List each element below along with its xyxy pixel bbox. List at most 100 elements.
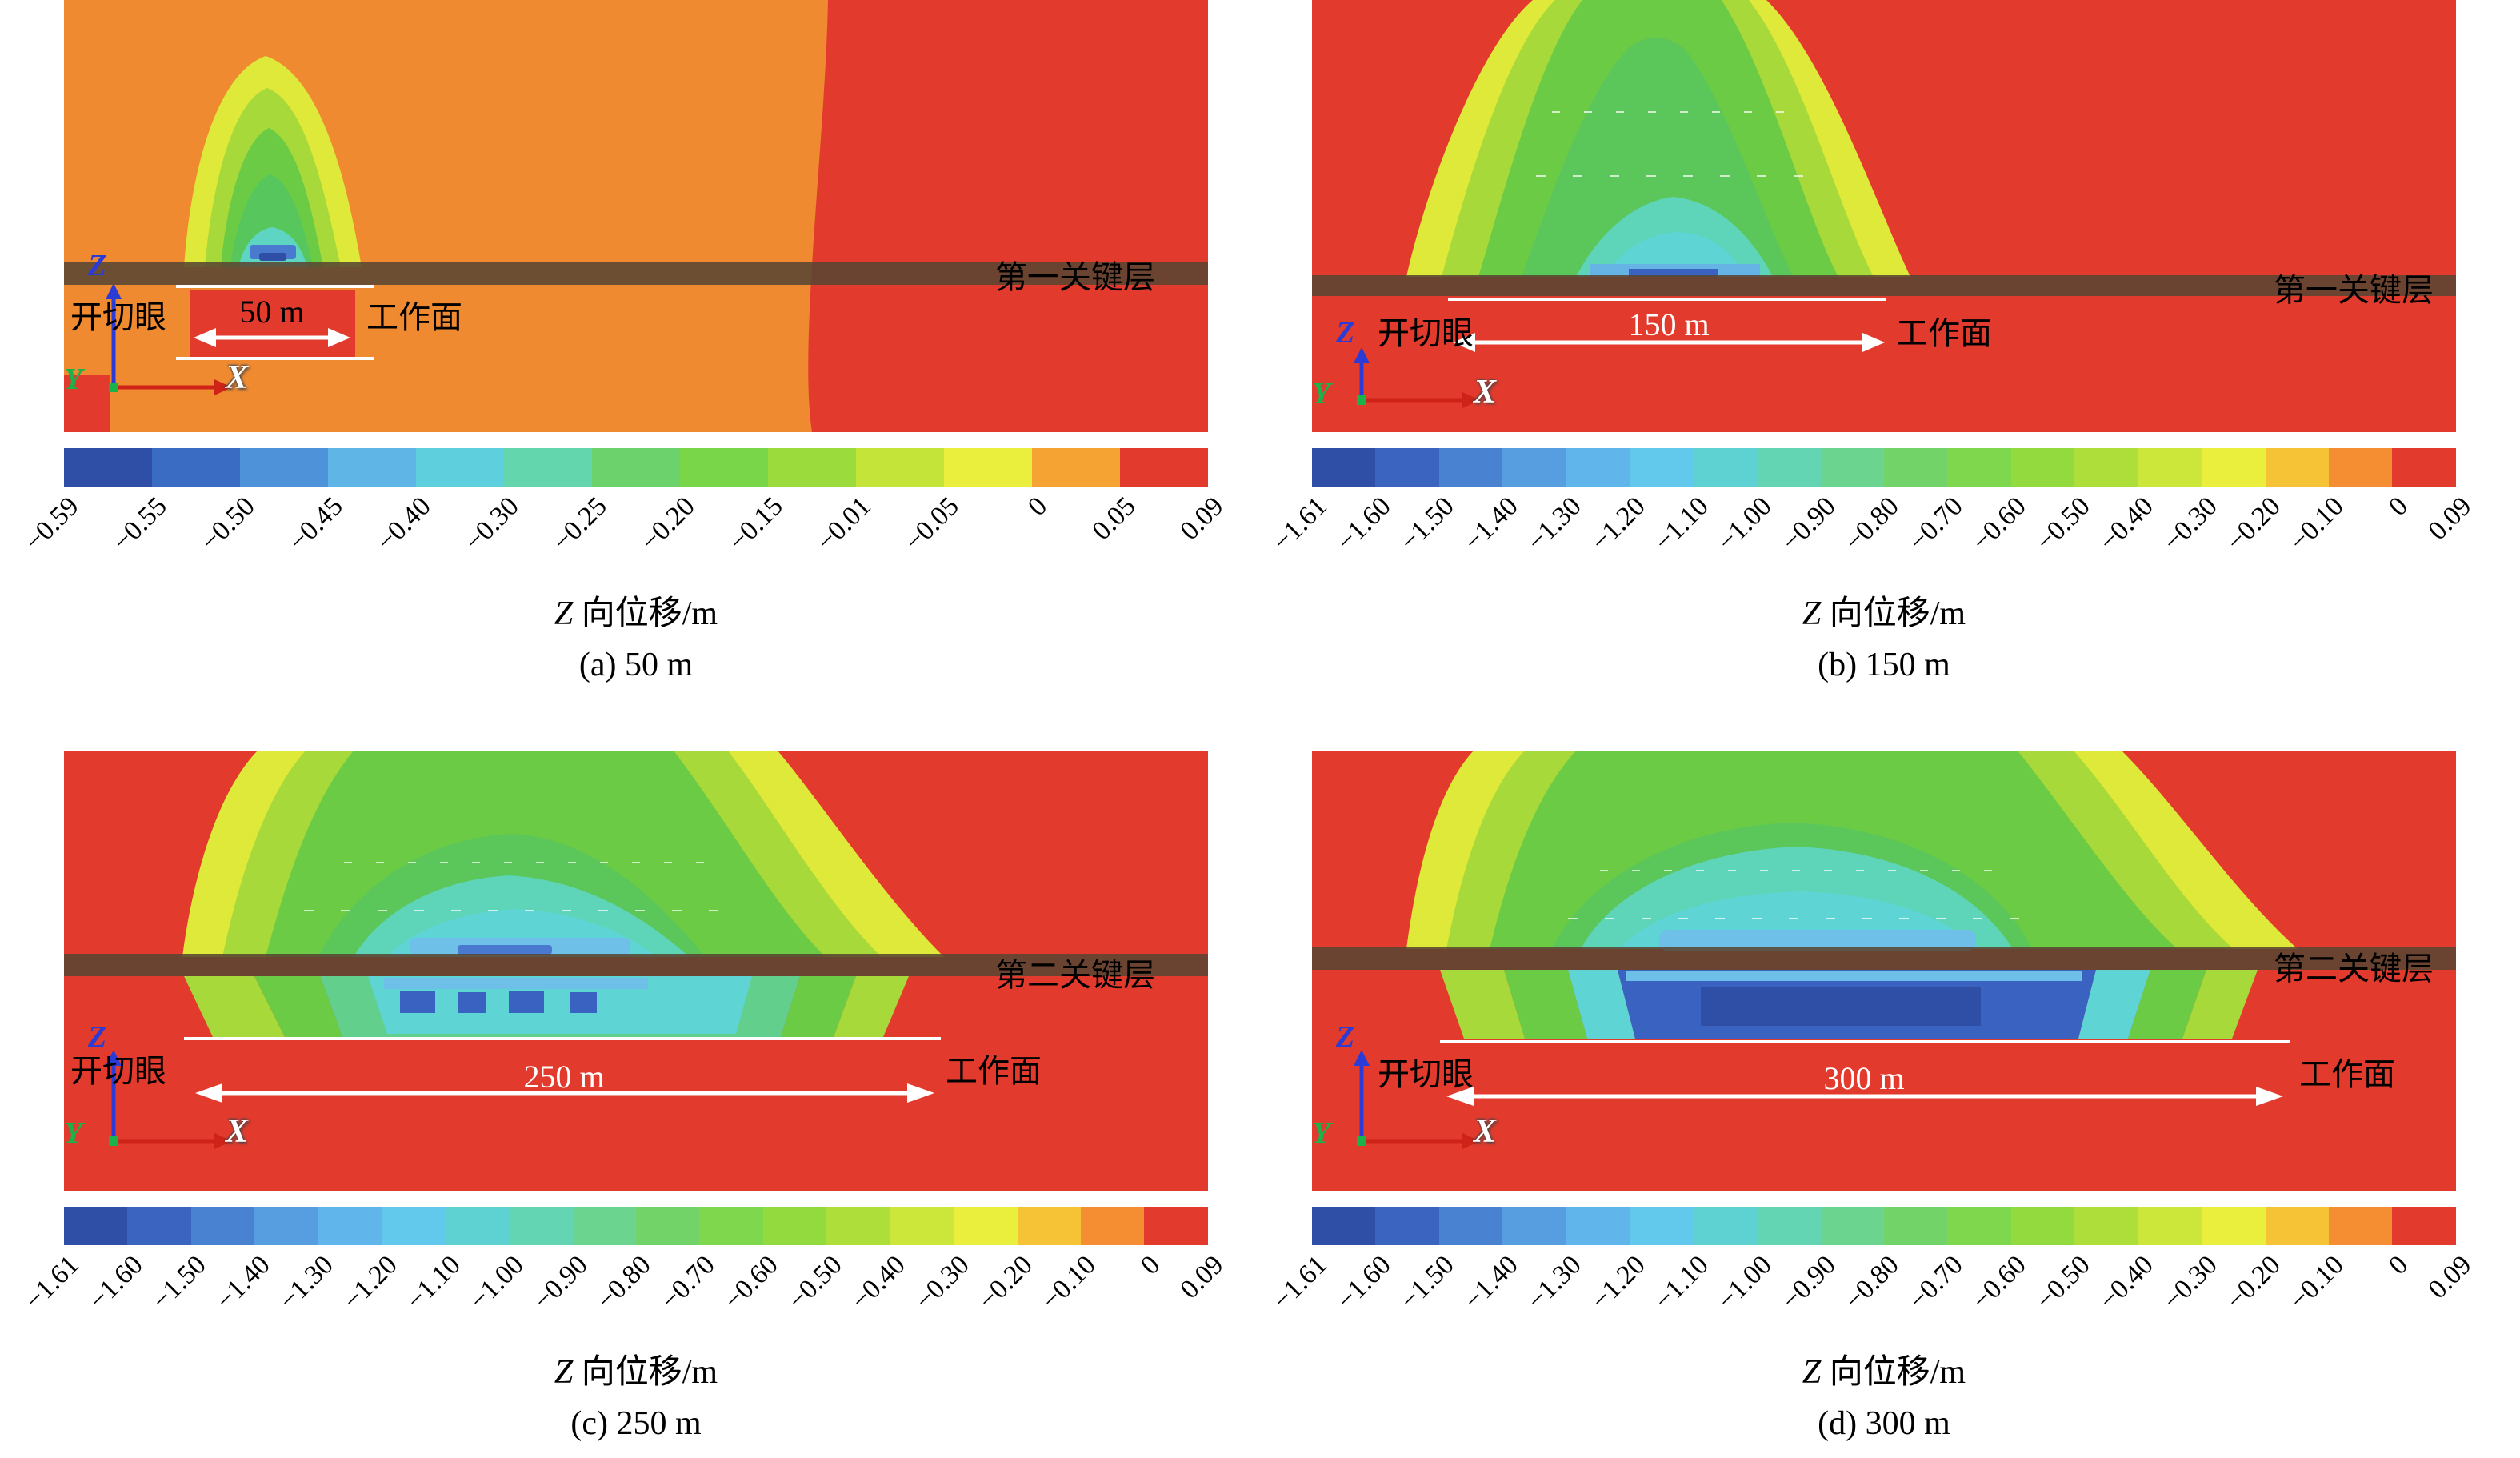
origin-dot — [109, 383, 118, 392]
colorbar-segment — [509, 1207, 573, 1245]
colorbar-segment — [328, 448, 416, 487]
axis-z-label: Z — [88, 1020, 107, 1054]
panel-b: 第一关键层 开切眼 150 m 工作面 Z Y X −1.61 −1.60 −1.5… — [1260, 0, 2520, 684]
colorbar-segment — [944, 448, 1032, 487]
colorbar-label-var: Z — [1802, 595, 1822, 632]
colorbar-segment — [954, 1207, 1018, 1245]
working-face-label: 工作面 — [1896, 316, 1992, 351]
colorbar-label-unit: 向位移/m — [573, 595, 718, 632]
colorbar-segment — [762, 1207, 827, 1245]
colorbar-segment — [1693, 448, 1758, 487]
colorbar-segment — [1144, 1207, 1208, 1245]
colorbar-segment — [2202, 448, 2266, 487]
open-cut-label: 开切眼 — [70, 1054, 166, 1089]
colorbar-segment — [635, 1207, 700, 1245]
colorbar-segment — [2265, 1207, 2329, 1245]
colorbar-ticks: −1.61 −1.60 −1.50 −1.40 −1.30 −1.20 −1.10 −1.00… — [1267, 491, 2478, 557]
colorbar-segment — [1883, 1207, 1948, 1245]
axis-x-label: X — [226, 359, 249, 396]
open-cut-label: 开切眼 — [1378, 316, 1474, 351]
colorbar — [1312, 1207, 2456, 1245]
colorbar-segment — [190, 1207, 255, 1245]
colorbar-label-var: Z — [1802, 1354, 1822, 1391]
colorbar-segment — [2138, 448, 2202, 487]
colorbar-segment — [504, 448, 592, 487]
contour-svg-b — [1312, 0, 2456, 432]
panel-caption: (b) 150 m — [1818, 647, 1950, 683]
colorbar-segment — [2010, 448, 2075, 487]
colorbar-segment — [1693, 1207, 1758, 1245]
colorbar-label-var: Z — [554, 1354, 574, 1391]
colorbar-label-var: Z — [554, 595, 574, 632]
axes-indicator — [106, 283, 232, 395]
colorbar-segment — [318, 1207, 382, 1245]
panel-c: 第二关键层 开切眼 250 m 工作面 Z Y X −1.61 −1.60 −1.5… — [0, 751, 1260, 1443]
colorbar-segment — [2329, 448, 2393, 487]
advance-distance-label: 250 m — [523, 1059, 605, 1095]
colorbar-segment — [1438, 448, 1503, 487]
colorbar-segment — [1566, 1207, 1630, 1245]
colorbar-segment — [1312, 448, 1376, 487]
advance-arrow — [195, 1083, 934, 1103]
colorbar-segment — [1630, 1207, 1694, 1245]
panel-caption: (a) 50 m — [578, 647, 694, 683]
contour-plot-c: 第二关键层 开切眼 250 m 工作面 Z Y X — [64, 751, 1208, 1191]
colorbar-segment — [2074, 448, 2138, 487]
axis-x-label: X — [1474, 374, 1497, 411]
colorbar-segment — [2392, 448, 2456, 487]
colorbar-segment — [64, 1207, 128, 1245]
advance-arrow — [1446, 1087, 2283, 1106]
axis-z-label: Z — [88, 249, 107, 282]
colorbar-segment — [1017, 1207, 1081, 1245]
advance-arrow — [1453, 333, 1885, 352]
colorbar-segment — [2329, 1207, 2393, 1245]
colorbar-segment — [890, 1207, 954, 1245]
colorbar-segment — [2138, 1207, 2202, 1245]
colorbar-segment — [1757, 1207, 1821, 1245]
axes-indicator — [106, 1050, 232, 1149]
panel-d: 第二关键层 开切眼 300 m 工作面 Z Y X −1.61 −1.60 −1.5… — [1260, 751, 2520, 1443]
key-stratum-label: 第一关键层 — [2274, 273, 2434, 308]
axis-x-label: X — [1474, 1113, 1497, 1150]
origin-dot — [1357, 1136, 1366, 1146]
colorbar-segment — [2392, 1207, 2456, 1245]
open-cut-label: 开切眼 — [1378, 1057, 1474, 1092]
colorbar-segment — [1502, 1207, 1566, 1245]
axis-y-label: Y — [1312, 1116, 1331, 1150]
axis-z-label: Z — [1336, 316, 1355, 350]
contour-svg-d — [1312, 751, 2456, 1191]
excavation-strip — [190, 290, 355, 357]
colorbar-segment — [768, 448, 856, 487]
working-face-label: 工作面 — [366, 300, 462, 335]
colorbar-segment — [2202, 1207, 2266, 1245]
colorbar-segment — [2010, 1207, 2075, 1245]
colorbar-segment — [572, 1207, 636, 1245]
colorbar-segment — [445, 1207, 510, 1245]
colorbar-label: Z 向位移/m — [64, 586, 1208, 635]
colorbar-segment — [254, 1207, 318, 1245]
colorbar-segment — [1081, 1207, 1145, 1245]
axes-indicator — [1354, 1050, 1480, 1149]
axes-indicator — [1354, 347, 1480, 408]
colorbar-segment — [64, 448, 152, 487]
colorbar — [64, 448, 1208, 487]
colorbar-segment — [1820, 1207, 1884, 1245]
colorbar-segment — [1883, 448, 1948, 487]
contour-plot-a: 第一关键层 开切眼 50 m 工作面 Z Y X — [64, 0, 1208, 432]
key-stratum-band — [1312, 947, 2456, 970]
colorbar-segment — [680, 448, 768, 487]
contour-svg-a — [64, 0, 1208, 432]
advance-distance-label: 150 m — [1628, 306, 1710, 342]
colorbar-ticks: −0.59 −0.55 −0.50 −0.45 −0.40 −0.30 −0.25 −0.20… — [19, 491, 1230, 557]
colorbar-segment — [1375, 1207, 1439, 1245]
panel-a: 第一关键层 开切眼 50 m 工作面 Z Y X −0.59 −0.55 −0.50… — [0, 0, 1260, 684]
colorbar-segment — [1630, 448, 1694, 487]
colorbar-segment — [382, 1207, 446, 1245]
contour-svg-c — [64, 751, 1208, 1191]
colorbar-segment — [127, 1207, 191, 1245]
colorbar-segment — [2265, 448, 2329, 487]
colorbar-segment — [1757, 448, 1821, 487]
axis-y-label: Y — [64, 1116, 83, 1150]
colorbar-label-unit: 向位移/m — [573, 1354, 718, 1391]
colorbar-segment — [826, 1207, 890, 1245]
